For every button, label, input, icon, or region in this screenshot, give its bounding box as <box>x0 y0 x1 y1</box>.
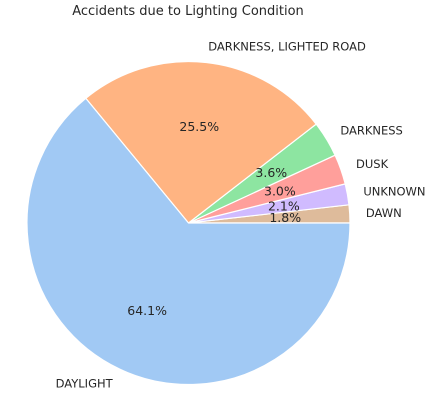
slice-label-darkness: DARKNESS <box>340 124 403 138</box>
slice-pct-dawn: 1.8% <box>269 210 301 225</box>
slice-pct-dusk: 3.0% <box>264 183 296 198</box>
slice-pct-darkness-lighted-road: 25.5% <box>179 119 219 134</box>
slice-pct-unknown: 2.1% <box>268 198 300 213</box>
slice-label-dusk: DUSK <box>356 157 389 171</box>
pie-labels: DAWN 1.8% UNKNOWN 2.1% DUSK 3.0% DARKNESS 3.6% D… <box>56 39 426 390</box>
pie-slice-darkness-lighted-road <box>85 60 317 224</box>
pie-slice-daylight <box>26 97 351 386</box>
slice-label-daylight: DAYLIGHT <box>56 377 114 391</box>
slice-label-darkness-lighted-road: DARKNESS, LIGHTED ROAD <box>208 39 366 53</box>
pie-slices <box>26 60 351 386</box>
slice-label-unknown: UNKNOWN <box>363 184 425 198</box>
slice-label-dawn: DAWN <box>366 206 402 220</box>
slice-pct-darkness: 3.6% <box>255 165 287 180</box>
slice-pct-daylight: 64.1% <box>127 303 167 318</box>
chart-title: Accidents due to Lighting Condition <box>72 4 304 19</box>
